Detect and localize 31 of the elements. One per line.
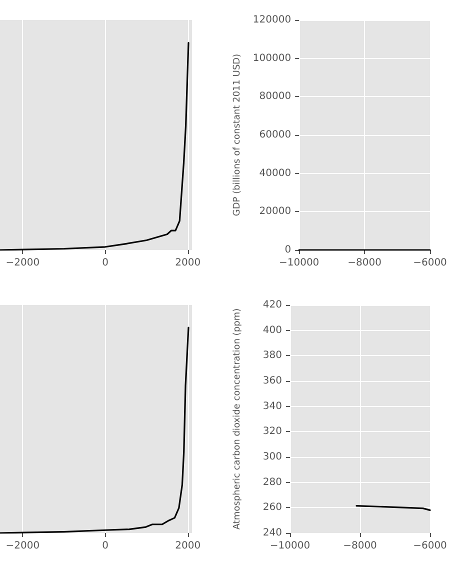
x-tick-label: −6000: [413, 540, 447, 552]
y-tick-label: 300: [262, 452, 282, 462]
y-tick-label: 20000: [259, 206, 292, 218]
y-tick-label: 400: [262, 324, 282, 336]
x-tick-label: −10000: [278, 258, 320, 268]
x-tick-label: −10000: [270, 540, 310, 552]
x-tick-label: −2000: [6, 540, 40, 552]
x-tick-label: 0: [102, 540, 108, 552]
y-tick-label: 320: [262, 426, 282, 438]
x-tick-label: −6000: [413, 258, 447, 268]
y-tick-label: 120000: [252, 14, 292, 26]
x-tick-label: 0: [102, 258, 108, 268]
x-tick-label: 2000: [175, 540, 201, 552]
y-tick-label: 420: [262, 300, 282, 310]
y-tick-label: 240: [262, 528, 282, 538]
y-tick-label: 380: [262, 350, 282, 362]
x-tick-label: −8000: [348, 258, 382, 268]
y-axis-title: Atmospheric carbon dioxide concentration (ppm): [232, 308, 242, 530]
y-tick-label: 280: [262, 476, 282, 488]
y-axis-title: GDP (billions of constant 2011 USD): [232, 54, 242, 216]
y-tick-label: 80000: [259, 91, 292, 102]
y-tick-label: 60000: [259, 130, 292, 140]
y-tick-label: 340: [262, 400, 282, 412]
x-tick-label: −8000: [343, 540, 377, 552]
y-tick-label: 360: [262, 376, 282, 386]
x-tick-label: −2000: [6, 258, 40, 268]
x-tick-label: 2000: [175, 258, 201, 268]
y-tick-label: 40000: [259, 168, 292, 179]
y-tick-label: 260: [262, 502, 282, 514]
y-tick-label: 100000: [252, 52, 292, 64]
y-tick-label: 0: [284, 244, 292, 256]
